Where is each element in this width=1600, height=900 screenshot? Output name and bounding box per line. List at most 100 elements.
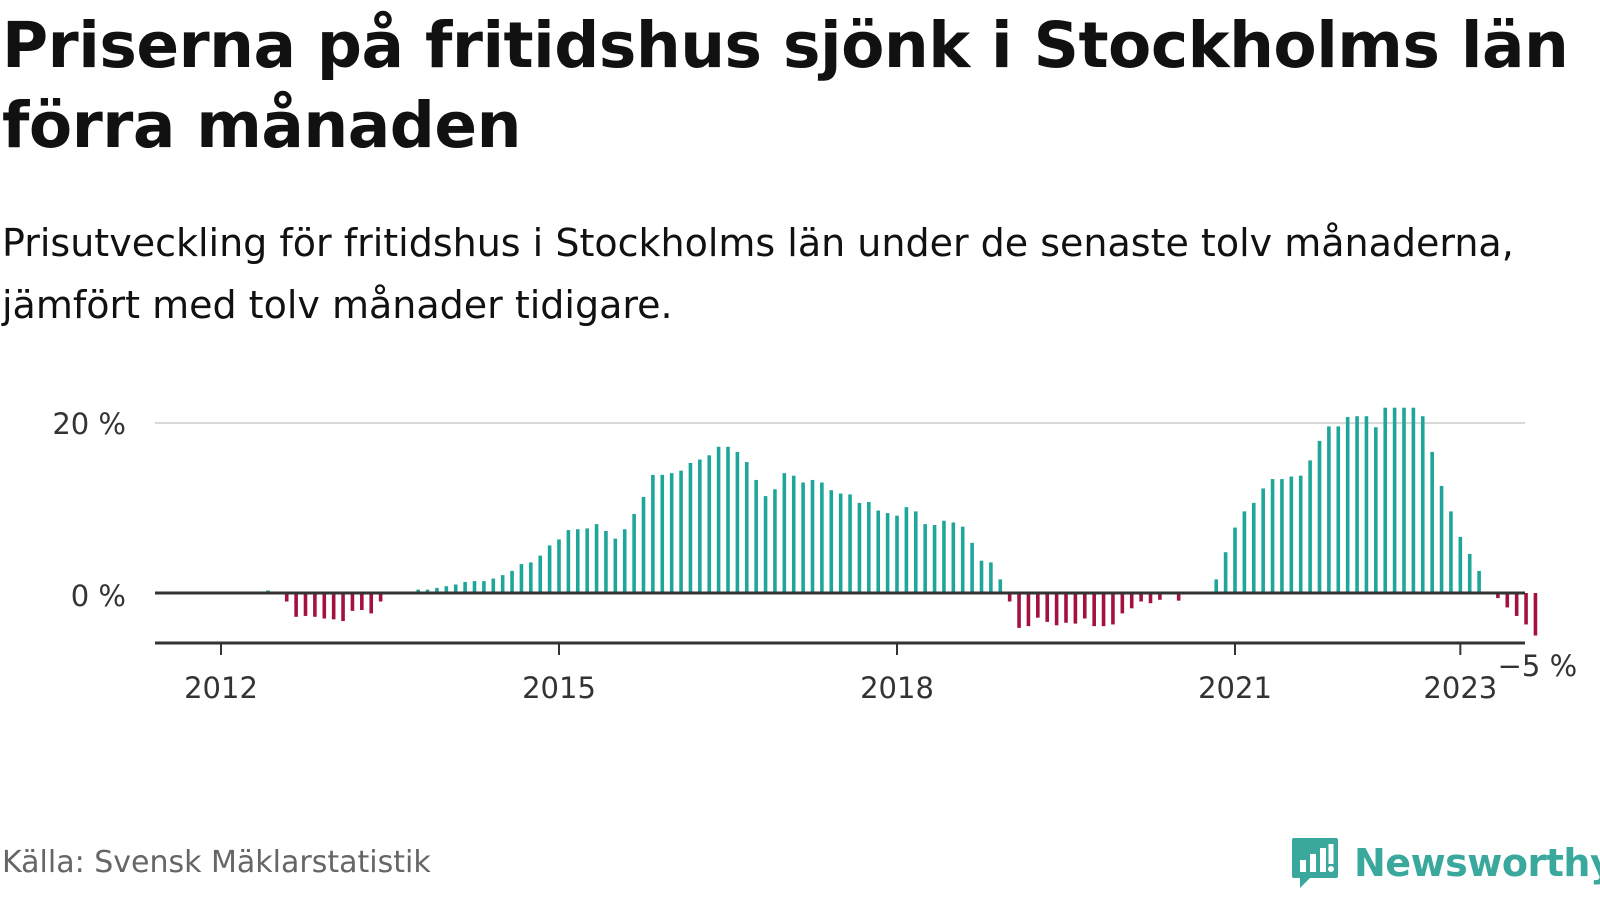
bar xyxy=(829,490,834,593)
bar xyxy=(773,489,777,593)
x-tick-label: 2021 xyxy=(1198,671,1272,705)
bar xyxy=(1045,593,1050,622)
bar xyxy=(529,562,533,593)
bar xyxy=(876,510,881,593)
bar xyxy=(1120,593,1125,614)
bar xyxy=(1176,593,1181,601)
bar xyxy=(1148,593,1153,604)
brand-logo: Newsworthy xyxy=(1290,836,1600,890)
bar xyxy=(322,593,327,619)
bar xyxy=(763,496,768,593)
bar xyxy=(622,529,627,593)
bar xyxy=(1139,593,1143,602)
bar xyxy=(303,593,308,616)
bar xyxy=(604,530,608,593)
bar xyxy=(1402,407,1406,593)
bar xyxy=(1233,527,1237,593)
bar xyxy=(341,593,345,622)
bar xyxy=(294,593,298,617)
bar xyxy=(435,587,439,593)
bar xyxy=(1158,593,1162,600)
bar xyxy=(472,581,477,593)
bar xyxy=(1420,416,1425,593)
bar xyxy=(453,584,458,593)
bar xyxy=(1082,593,1087,619)
bar xyxy=(613,538,618,593)
bar xyxy=(1439,485,1444,593)
bar xyxy=(1214,579,1219,593)
bar xyxy=(500,575,505,593)
bar xyxy=(923,524,927,593)
bar xyxy=(1374,427,1378,593)
bar xyxy=(1242,511,1247,593)
bar xyxy=(1007,593,1012,602)
bar xyxy=(913,511,918,593)
bar xyxy=(1017,593,1021,628)
bar xyxy=(810,479,815,593)
bar xyxy=(679,470,683,593)
source-note: Källa: Svensk Mäklarstatistik xyxy=(2,845,431,880)
bar xyxy=(867,502,871,593)
bar xyxy=(585,528,589,593)
bar xyxy=(1073,593,1078,624)
bar xyxy=(1298,475,1303,593)
chart-title: Priserna på fritidshus sjönk i Stockholm… xyxy=(2,9,1569,162)
bar xyxy=(970,542,974,593)
bar xyxy=(1477,570,1481,593)
bar xyxy=(1111,593,1115,625)
bar xyxy=(744,462,749,593)
bar xyxy=(932,525,937,593)
bar xyxy=(557,539,561,593)
bar xyxy=(1308,460,1312,593)
bar xyxy=(378,593,383,602)
bar xyxy=(716,446,721,593)
bar xyxy=(463,581,467,593)
bar xyxy=(1505,593,1510,608)
bar xyxy=(1251,502,1256,593)
bar xyxy=(575,529,580,593)
bar xyxy=(1026,593,1031,627)
brand-name: Newsworthy xyxy=(1354,841,1600,885)
bar xyxy=(416,589,420,593)
bar xyxy=(350,593,355,611)
y-tick-label-0: 0 % xyxy=(71,579,126,613)
bar xyxy=(641,496,646,593)
bar xyxy=(594,524,599,593)
bar xyxy=(1383,407,1388,593)
bar xyxy=(1430,451,1434,593)
bar xyxy=(1129,593,1134,609)
bar xyxy=(1345,417,1350,593)
bar xyxy=(482,581,486,593)
bar xyxy=(538,555,543,593)
bar xyxy=(989,562,993,593)
y-tick-label-20: 20 % xyxy=(52,407,126,441)
bar xyxy=(1467,553,1472,593)
bar xyxy=(979,560,984,593)
x-tick-label: 2012 xyxy=(184,671,258,705)
chart-subtitle: Prisutveckling för fritidshus i Stockhol… xyxy=(2,221,1514,327)
bar xyxy=(1064,593,1068,623)
bar xyxy=(510,570,514,593)
bar xyxy=(707,455,712,593)
bar xyxy=(1036,593,1040,618)
bar xyxy=(885,513,890,593)
bar xyxy=(566,530,571,593)
bar xyxy=(1496,593,1500,599)
bar xyxy=(444,586,449,593)
bar xyxy=(1261,488,1265,593)
bar xyxy=(801,482,805,593)
bar xyxy=(791,475,796,593)
bar xyxy=(1327,426,1331,593)
bar xyxy=(1355,416,1359,593)
bar xyxy=(491,578,496,593)
bar xyxy=(698,459,702,593)
bar xyxy=(360,593,364,610)
x-tick-label: 2018 xyxy=(860,671,934,705)
bar xyxy=(1458,536,1463,593)
x-tick-label: 2015 xyxy=(522,671,596,705)
bar xyxy=(782,473,787,593)
x-axis-ticks: 2012 2015 2018 2021 2023 xyxy=(184,643,1497,705)
bar xyxy=(848,494,852,593)
bar xyxy=(519,564,524,593)
bar xyxy=(425,589,430,593)
